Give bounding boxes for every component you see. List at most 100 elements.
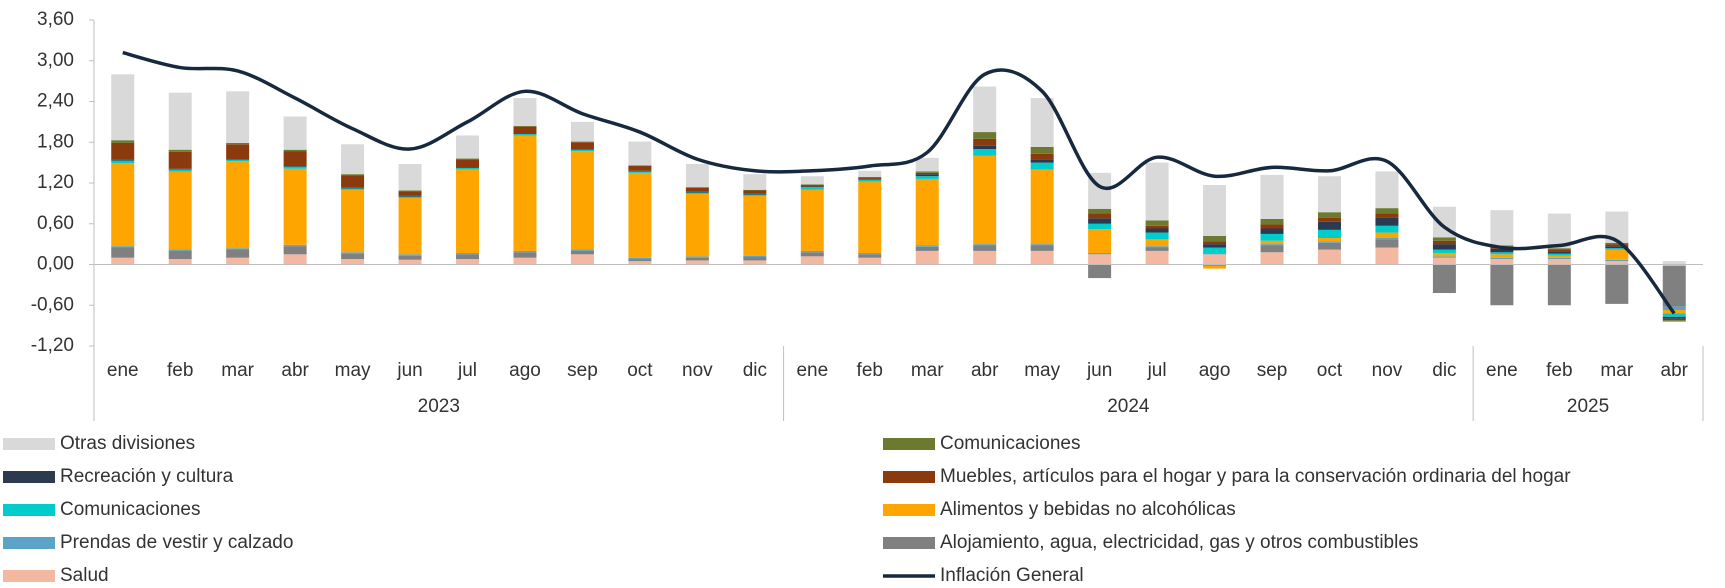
bar-segment [168,171,192,250]
bar-segment [628,257,652,260]
x-tick-label: nov [1372,360,1403,381]
y-tick-label: 2,40 [37,91,74,112]
bar-segment [226,91,250,143]
bar-segment [1317,242,1341,250]
bar-segment [456,167,480,169]
bar-segment [283,166,307,169]
bar-segment [570,142,594,150]
bar-segment [1547,213,1571,249]
bar-segment [1260,228,1284,234]
bar-segment [111,140,135,143]
bar-segment [915,176,939,179]
bar-segment [1260,233,1284,241]
x-tick-label: may [1024,360,1060,381]
bar-segment [1145,247,1169,251]
bar-segment [1490,210,1514,246]
bar-segment [1260,240,1284,245]
bar-segment [226,159,250,160]
bar-segment [1317,238,1341,242]
bar-segment [1605,264,1629,304]
x-tick-label: feb [857,360,883,381]
legend-swatch [883,438,935,450]
bar-segment [1317,176,1341,213]
x-tick-label: jul [1147,360,1167,381]
bar-segment [1317,241,1341,243]
legend-label: Otras divisiones [60,433,195,454]
bar-segment [743,260,767,265]
bar-segment [283,151,307,167]
bar-segment [570,121,594,142]
bar-segment [628,141,652,166]
bar-segment [800,256,824,265]
bar-segment [1317,221,1341,230]
bar-segment [226,161,250,249]
bar-segment [341,252,365,254]
legend-swatch [3,504,55,516]
bar-segment [1605,211,1629,243]
legend-label: Comunicaciones [940,433,1080,454]
bar-segment [226,142,250,145]
bar-segment [685,191,709,193]
bar-segment [915,157,939,172]
bar-segment [685,260,709,265]
bar-segment [1547,251,1571,254]
legend-swatch [3,537,55,549]
bar-segment [1432,244,1456,250]
bar-segment [398,255,422,260]
y-tick-label: -1,20 [31,335,74,356]
bar-segment [915,171,939,173]
bar-segment [513,134,537,136]
bar-segment [570,149,594,150]
bar-segment [1088,254,1112,265]
bar-segment [800,189,824,251]
bar-segment [1662,261,1686,265]
bar-segment [111,247,135,258]
bar-segment [1547,264,1571,306]
bar-segment [1547,255,1571,258]
bar-segment [915,174,939,177]
bar-segment [1490,252,1514,255]
bar-segment [628,261,652,265]
bar-segment [1088,223,1112,230]
bar-segment [685,187,709,188]
legend-label: Alimentos y bebidas no alcohólicas [940,499,1236,520]
bar-segment [1547,259,1571,265]
y-tick-label: 3,00 [37,50,74,71]
bar-segment [743,195,767,256]
bar-segment [1662,316,1686,319]
bar-segment [858,176,882,178]
bar-segment [283,168,307,245]
bar-segment [685,163,709,188]
bar-segment [398,197,422,255]
bar-segment [1203,264,1227,266]
bar-segment [1088,252,1112,255]
bar-segment [1432,252,1456,257]
bar-segment [1088,213,1112,219]
bar-segment [168,169,192,172]
bar-segment [341,189,365,253]
x-tick-label: ene [107,360,139,381]
bar-segment [1088,264,1112,279]
bar-segment [800,176,824,185]
bar-segment [685,257,709,261]
bar-segment [1030,147,1054,154]
x-tick-label: feb [167,360,193,381]
bar-segment [226,249,250,258]
bar-segment [1145,239,1169,247]
bar-segment [1145,250,1169,265]
bar-segment [973,145,997,150]
x-tick-label: feb [1546,360,1572,381]
bar-segment [915,245,939,247]
x-tick-label: ago [509,360,541,381]
bar-segment [341,253,365,260]
x-tick-label: ene [1486,360,1518,381]
bar-segment [1605,249,1629,260]
bar-segment [1088,218,1112,224]
bar-segment [1375,217,1399,226]
legend-label: Prendas de vestir y calzado [60,532,293,553]
bar-segment [111,159,135,161]
y-tick-label: -0,60 [31,294,74,315]
bar-segment [1375,247,1399,265]
bar-segment [1030,245,1054,251]
bar-segment [1260,224,1284,229]
